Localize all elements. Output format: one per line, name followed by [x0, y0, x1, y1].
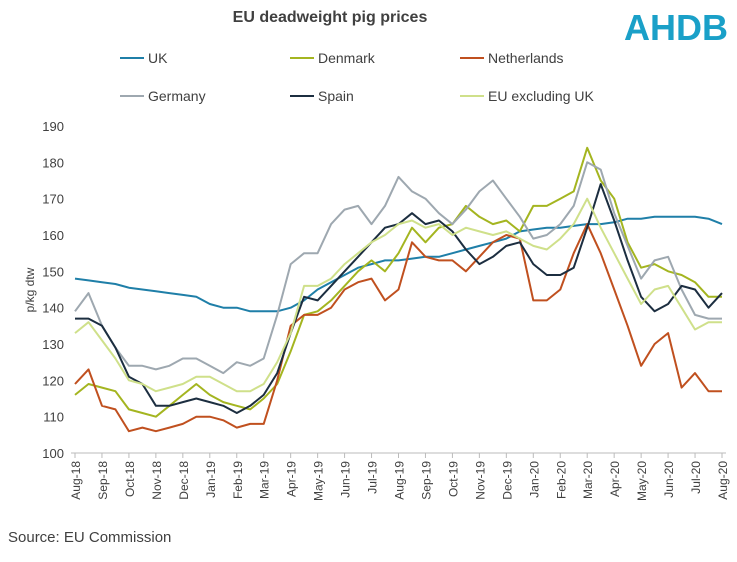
x-tick-label: Sep-19 [419, 461, 433, 500]
x-tick-label: Sep-18 [96, 461, 110, 500]
y-tick-label: 110 [43, 410, 64, 425]
y-tick-label: 190 [42, 119, 64, 134]
x-tick-label: Jan-19 [204, 461, 218, 498]
x-tick-label: Jun-19 [339, 461, 353, 498]
legend-label: Germany [148, 88, 206, 104]
x-tick-label: Oct-19 [446, 461, 460, 497]
x-tick-label: Aug-20 [716, 461, 730, 500]
x-tick-label: Mar-20 [581, 461, 595, 499]
x-tick-label: Mar-19 [258, 461, 272, 499]
legend-label: UK [148, 50, 168, 66]
legend-label: Denmark [318, 50, 376, 66]
y-tick-label: 100 [42, 446, 64, 461]
y-tick-label: 170 [42, 192, 64, 207]
x-tick-label: May-19 [312, 461, 326, 501]
y-tick-label: 140 [42, 301, 64, 316]
x-tick-label: Jul-20 [689, 461, 703, 494]
x-tick-label: Dec-18 [177, 461, 191, 500]
legend-label: EU excluding UK [488, 88, 594, 104]
series-line [74, 146, 722, 418]
x-tick-label: Feb-20 [554, 461, 568, 499]
x-tick-label: Jan-20 [527, 461, 541, 498]
y-tick-label: 160 [42, 228, 64, 243]
x-tick-label: Dec-19 [500, 461, 514, 500]
source: Source: EU Commission [8, 529, 171, 546]
x-tick-label: Nov-19 [473, 461, 487, 500]
x-tick-label: Aug-19 [393, 461, 407, 500]
x-tick-label: Jul-19 [366, 461, 380, 494]
legend-label: Spain [318, 88, 354, 104]
x-tick-label: Apr-19 [285, 461, 299, 497]
logo: AHDB [624, 7, 728, 48]
legend-label: Netherlands [488, 50, 564, 66]
y-tick-label: 180 [42, 155, 64, 170]
series-line [74, 223, 722, 433]
x-tick-label: May-20 [635, 461, 649, 501]
y-tick-label: 150 [42, 264, 64, 279]
x-tick-label: Feb-19 [231, 461, 245, 499]
x-tick-label: Oct-18 [123, 461, 137, 497]
y-tick-label: 130 [42, 337, 64, 352]
x-tick-label: Jun-20 [662, 461, 676, 498]
x-tick-label: Apr-20 [608, 461, 622, 497]
x-tick-label: Aug-18 [69, 461, 83, 500]
x-tick-label: Nov-18 [150, 461, 164, 500]
series-line [74, 161, 722, 375]
chart-title: EU deadweight pig prices [233, 9, 428, 26]
series-line [74, 197, 722, 393]
y-axis-label: p/kg dtw [23, 267, 37, 312]
y-tick-label: 120 [42, 373, 64, 388]
